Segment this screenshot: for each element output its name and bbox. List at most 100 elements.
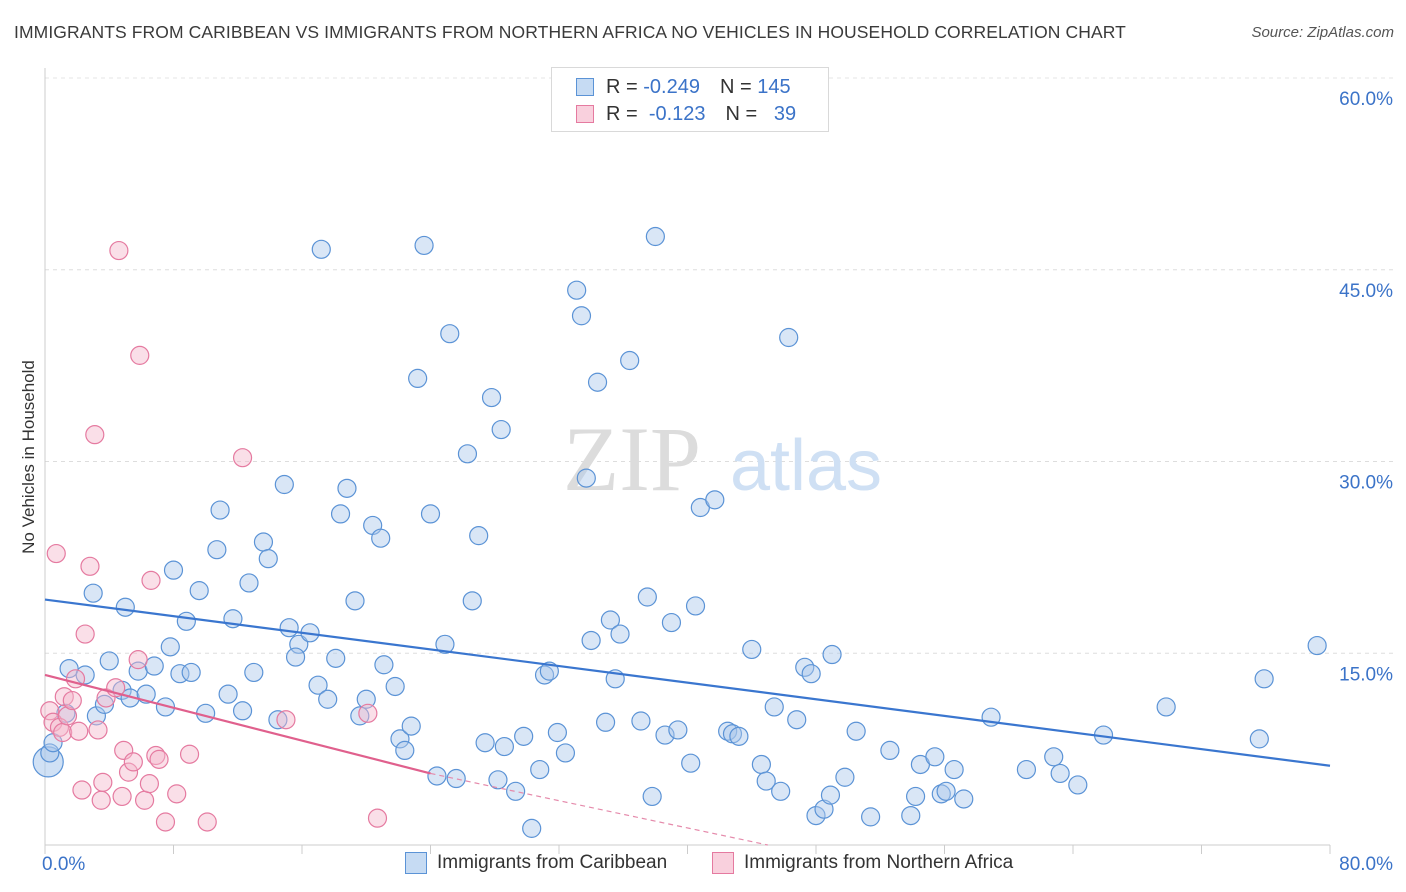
- data-point-caribbean: [308, 675, 328, 695]
- legend-swatch-northern-africa: [576, 105, 594, 123]
- data-point-northern-africa: [57, 706, 78, 726]
- data-point-caribbean: [901, 805, 921, 826]
- data-point-caribbean: [390, 729, 410, 749]
- data-point-caribbean: [771, 781, 791, 801]
- data-point-caribbean: [311, 239, 331, 259]
- data-point-caribbean: [326, 648, 346, 668]
- legend-n-label: N =: [719, 75, 752, 98]
- data-point-caribbean: [457, 444, 478, 464]
- data-point-caribbean: [491, 419, 511, 440]
- data-point-caribbean: [846, 721, 866, 741]
- data-point-caribbean: [610, 624, 630, 644]
- data-point-caribbean: [345, 591, 365, 611]
- legend-r-value-northern-africa: -0.123: [648, 102, 706, 125]
- y-tick-label: 30.0%: [1339, 473, 1393, 494]
- data-point-northern-africa: [130, 345, 150, 365]
- data-point-northern-africa: [276, 710, 296, 730]
- data-point-northern-africa: [109, 240, 129, 261]
- data-point-caribbean: [210, 500, 230, 520]
- data-point-caribbean: [764, 697, 784, 717]
- data-point-northern-africa: [123, 752, 143, 772]
- data-point-caribbean: [925, 747, 945, 767]
- trend-line-northern-africa-extension: [430, 772, 768, 846]
- data-point-northern-africa: [367, 808, 388, 828]
- data-point-caribbean: [481, 387, 502, 408]
- data-point-caribbean: [1254, 669, 1274, 689]
- data-point-caribbean: [218, 684, 238, 704]
- y-tick-labels: 15.0% 30.0% 45.0% 60.0%: [1339, 89, 1393, 685]
- data-point-northern-africa: [358, 703, 378, 723]
- data-point-caribbean: [253, 532, 274, 552]
- data-point-northern-africa: [141, 570, 161, 590]
- data-point-caribbean: [567, 280, 587, 300]
- chart-title: IMMIGRANTS FROM CARIBBEAN VS IMMIGRANTS …: [14, 22, 1126, 42]
- data-point-caribbean: [539, 661, 559, 681]
- data-point-caribbean: [954, 789, 974, 809]
- data-point-caribbean: [571, 306, 592, 326]
- data-point-caribbean: [462, 591, 482, 611]
- legend-n-value-caribbean: 145: [757, 75, 791, 98]
- data-point-northern-africa: [134, 790, 155, 810]
- bottom-legend-swatch-caribbean: [405, 852, 427, 874]
- data-point-northern-africa: [112, 786, 132, 807]
- data-point-northern-africa: [69, 721, 89, 741]
- legend-n-label: N =: [725, 102, 758, 125]
- data-point-caribbean: [274, 474, 294, 495]
- data-point-northern-africa: [197, 812, 217, 832]
- y-tick-label: 45.0%: [1339, 281, 1393, 302]
- data-point-northern-africa: [53, 722, 73, 743]
- bottom-legend-swatch-northern-africa: [712, 852, 734, 874]
- data-point-caribbean: [244, 662, 264, 683]
- data-point-caribbean: [1016, 759, 1037, 780]
- data-point-caribbean: [1249, 729, 1269, 749]
- bottom-legend-label-northern-africa: Immigrants from Northern Africa: [744, 852, 1014, 873]
- y-axis-label: No Vehicles in Household: [19, 360, 38, 554]
- data-point-caribbean: [99, 651, 119, 671]
- data-point-northern-africa: [85, 425, 105, 445]
- data-point-caribbean: [374, 655, 394, 675]
- data-point-caribbean: [631, 711, 651, 731]
- data-point-northern-africa: [91, 790, 111, 810]
- data-point-caribbean: [547, 722, 567, 743]
- data-point-caribbean: [751, 754, 771, 775]
- y-tick-label: 60.0%: [1339, 89, 1393, 110]
- data-point-northern-africa: [62, 690, 82, 711]
- data-point-caribbean: [189, 581, 209, 601]
- bottom-legend-label-caribbean: Immigrants from Caribbean: [437, 852, 668, 873]
- data-point-caribbean: [595, 712, 616, 732]
- data-point-caribbean: [279, 618, 299, 638]
- data-point-caribbean: [176, 611, 196, 631]
- data-point-caribbean: [600, 610, 621, 630]
- data-point-caribbean: [337, 478, 357, 498]
- data-point-caribbean: [207, 540, 227, 560]
- data-point-northern-africa: [128, 650, 148, 670]
- data-point-caribbean: [475, 733, 495, 753]
- watermark-atlas: atlas: [730, 426, 882, 506]
- data-point-caribbean: [801, 664, 821, 684]
- data-point-caribbean: [469, 526, 489, 546]
- data-point-northern-africa: [49, 717, 70, 737]
- trend-line-northern-africa: [44, 673, 431, 775]
- data-point-northern-africa: [80, 556, 100, 576]
- data-point-caribbean: [645, 226, 665, 247]
- watermark-zip: ZIP: [563, 408, 701, 510]
- data-point-caribbean: [232, 701, 253, 721]
- data-point-northern-africa: [118, 762, 139, 782]
- data-point-caribbean: [289, 634, 309, 654]
- gridlines: [45, 77, 1395, 654]
- legend-r-value-caribbean: -0.249: [643, 75, 700, 98]
- data-point-caribbean: [668, 720, 688, 740]
- data-point-caribbean: [620, 350, 640, 371]
- data-point-caribbean: [581, 630, 601, 651]
- legend-row-caribbean: R = -0.249 N = 145: [576, 75, 791, 99]
- data-point-northern-africa: [88, 720, 108, 740]
- data-point-caribbean: [835, 767, 855, 787]
- data-point-caribbean: [115, 597, 135, 617]
- data-point-caribbean: [371, 528, 391, 548]
- data-point-caribbean: [144, 656, 164, 676]
- data-point-caribbean: [181, 662, 201, 683]
- data-point-caribbean: [446, 768, 466, 789]
- data-point-northern-africa: [96, 688, 116, 708]
- data-point-caribbean: [86, 706, 107, 726]
